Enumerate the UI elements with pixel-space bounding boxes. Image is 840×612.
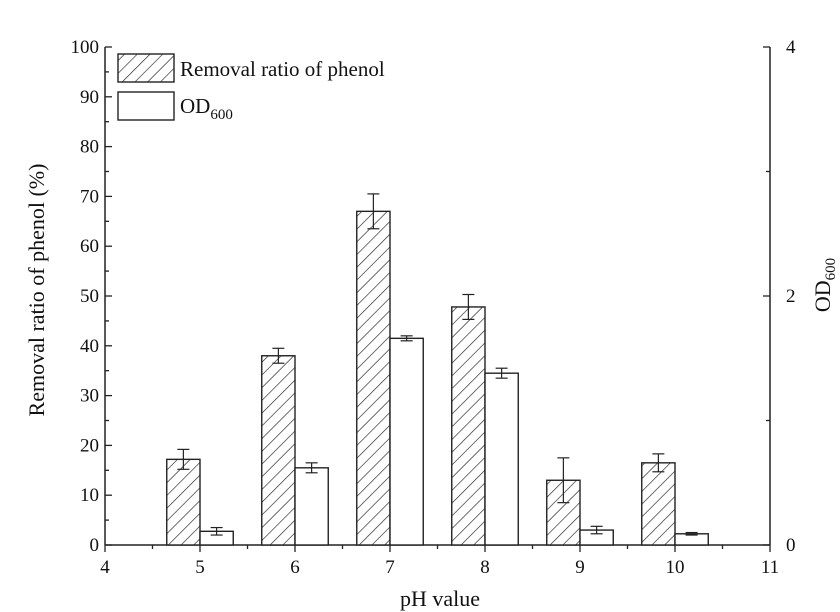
y-left-tick-label: 100	[71, 37, 100, 58]
y-axis-right-title-base: OD	[810, 280, 835, 312]
bar-removal-ratio	[356, 210, 391, 546]
legend-label-od600-base: OD	[180, 94, 210, 118]
legend-label-od600-sub: 600	[210, 107, 233, 123]
y-left-tick-label: 50	[80, 286, 99, 307]
bar-removal-ratio	[641, 462, 676, 546]
y-left-tick-label: 20	[80, 435, 99, 456]
x-tick-label: 8	[480, 557, 490, 578]
y-axis-left-title: Removal ratio of phenol (%)	[24, 164, 49, 417]
x-tick-label: 7	[385, 557, 395, 578]
y-right-tick-label: 2	[786, 286, 796, 307]
x-tick-label: 11	[761, 557, 779, 578]
y-left-tick-label: 0	[90, 535, 100, 556]
y-left-tick-label: 30	[80, 386, 99, 407]
bar-od600	[294, 467, 329, 546]
bar-removal-ratio	[261, 355, 296, 546]
y-axis-right-title: OD600	[810, 258, 839, 312]
y-left-tick-label: 70	[80, 186, 99, 207]
x-tick-label: 10	[666, 557, 685, 578]
x-axis-title: pH value	[400, 586, 480, 611]
legend-swatch-removal-ratio	[117, 53, 175, 83]
legend-swatch-od600	[117, 91, 175, 121]
y-axis-right-title-sub: 600	[823, 258, 839, 281]
legend: Removal ratio of phenol OD600	[117, 53, 385, 123]
bar-removal-ratio	[451, 306, 486, 546]
x-tick-label: 5	[195, 557, 205, 578]
y-left-tick-label: 90	[80, 87, 99, 108]
bars	[166, 210, 709, 546]
y-left-tick-label: 60	[80, 236, 99, 257]
y-left-tick-label: 40	[80, 336, 99, 357]
bar-od600	[484, 372, 519, 546]
legend-label-od600: OD600	[180, 94, 233, 123]
legend-label-removal-ratio: Removal ratio of phenol	[180, 57, 385, 81]
y-left-tick-label: 10	[80, 485, 99, 506]
axis-ticks: 0 10 20 30 40 50 60 70 80 90 100 0 2 4 4 5 6 7 8 9 10 11	[71, 37, 797, 578]
y-right-tick-label: 0	[786, 535, 796, 556]
bar-od600	[389, 337, 424, 546]
x-tick-label: 4	[100, 557, 110, 578]
y-right-tick-label: 4	[786, 37, 796, 58]
error-bars	[177, 193, 698, 536]
bar-removal-ratio	[166, 458, 201, 546]
y-left-tick-label: 80	[80, 137, 99, 158]
x-tick-label: 9	[575, 557, 585, 578]
x-tick-label: 6	[290, 557, 300, 578]
